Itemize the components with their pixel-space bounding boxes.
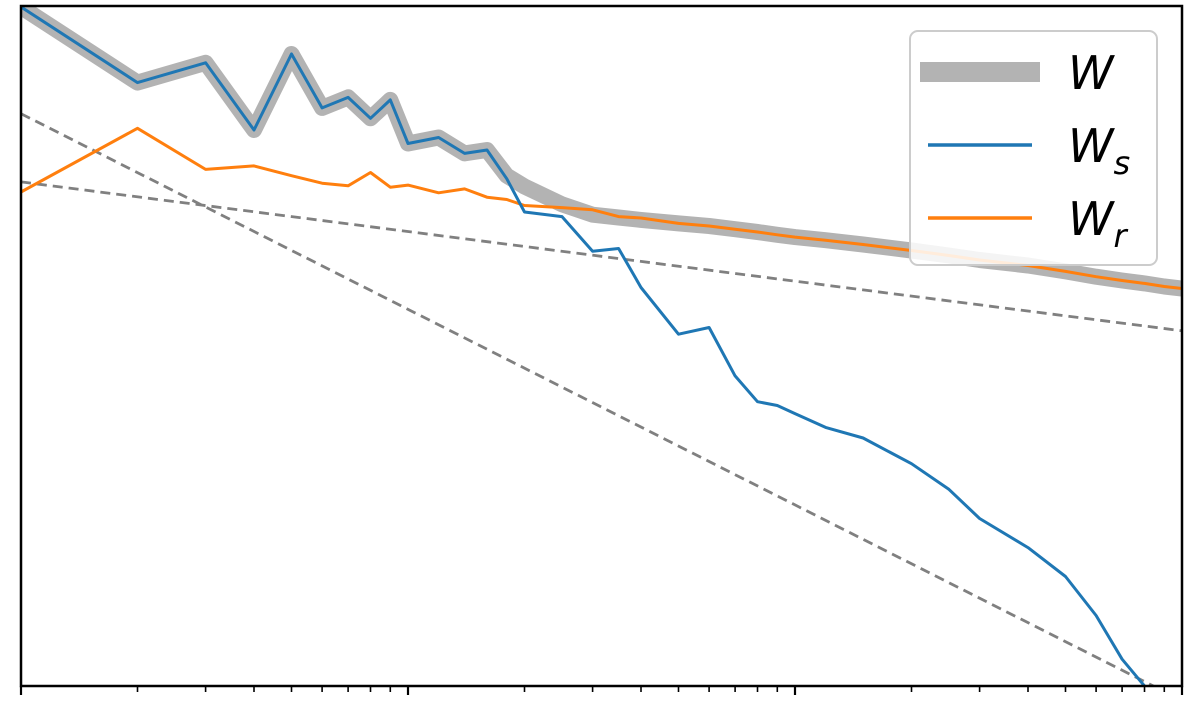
reference-line-2 bbox=[21, 180, 1182, 333]
legend-label-wr: Wr bbox=[1068, 192, 1128, 255]
legend-label-w: W bbox=[1068, 46, 1115, 100]
legend: W Ws Wr bbox=[909, 30, 1158, 266]
series-ws-line bbox=[21, 6, 1146, 686]
plot-frame bbox=[19, 4, 1184, 688]
reference-line-1 bbox=[21, 112, 1157, 686]
legend-box bbox=[909, 30, 1158, 266]
x-axis-ticks bbox=[19, 686, 1184, 695]
legend-label-ws: Ws bbox=[1068, 119, 1130, 182]
